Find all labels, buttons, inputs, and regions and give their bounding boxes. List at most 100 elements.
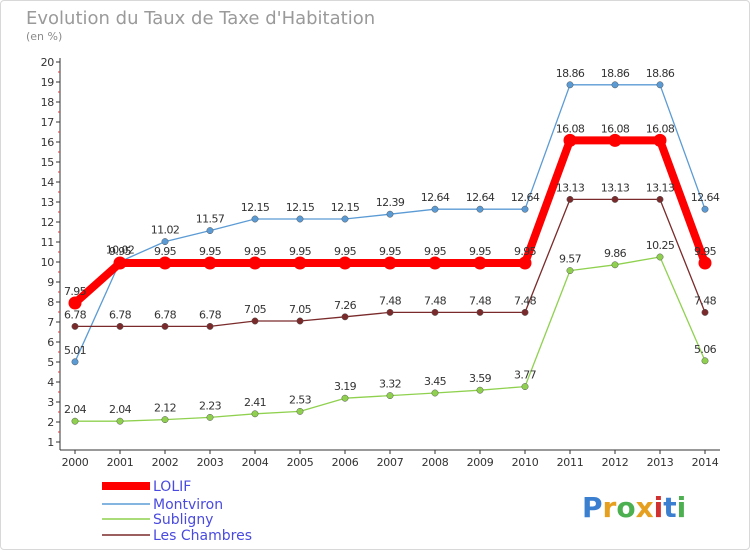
data-label: 3.45 — [424, 375, 447, 388]
proxiti-logo: Proxiti — [582, 491, 686, 524]
x-tick-label: 2000 — [62, 456, 89, 469]
data-label: 9.95 — [244, 245, 267, 258]
x-tick-label: 2005 — [287, 456, 314, 469]
x-tick-label: 2003 — [197, 456, 224, 469]
data-point — [113, 256, 127, 270]
y-tick-label: 4 — [47, 376, 54, 389]
data-label: 9.86 — [604, 247, 627, 260]
data-label: 10.25 — [646, 239, 675, 252]
data-label: 7.95 — [64, 285, 87, 298]
y-tick-label: 2 — [47, 416, 54, 429]
x-tick-label: 2010 — [512, 456, 539, 469]
data-point — [116, 417, 124, 425]
data-point — [566, 195, 574, 203]
data-point — [158, 256, 172, 270]
data-point — [431, 308, 439, 316]
data-point — [248, 256, 262, 270]
data-label: 6.78 — [64, 308, 87, 321]
x-tick-label: 2008 — [422, 456, 449, 469]
data-label: 9.95 — [109, 245, 132, 258]
data-point — [296, 317, 304, 325]
data-point — [701, 308, 709, 316]
data-label: 9.57 — [559, 253, 582, 266]
y-tick-label: 18 — [41, 96, 55, 109]
y-tick-label: 16 — [41, 136, 55, 149]
data-point — [428, 256, 442, 270]
series-line-lolif — [71, 136, 709, 307]
x-tick-label: 2002 — [152, 456, 179, 469]
data-point — [521, 383, 529, 391]
data-point — [386, 210, 394, 218]
data-point — [116, 322, 124, 330]
data-point — [161, 416, 169, 424]
data-label: 7.48 — [694, 294, 717, 307]
series-layer — [68, 81, 712, 425]
chart-title: Evolution du Taux de Taxe d'Habitation — [26, 8, 375, 29]
data-label: 9.95 — [154, 245, 177, 258]
y-tick-label: 19 — [41, 76, 55, 89]
data-label: 13.13 — [646, 181, 675, 194]
data-point — [698, 256, 712, 270]
data-point — [566, 81, 574, 89]
data-point — [296, 215, 304, 223]
data-label: 10.02 — [106, 244, 135, 257]
x-tick-label: 2001 — [107, 456, 134, 469]
data-point — [476, 308, 484, 316]
data-point — [251, 215, 259, 223]
legend-label: Subligny — [153, 512, 213, 528]
data-point — [611, 81, 619, 89]
data-label: 3.59 — [469, 372, 492, 385]
y-tick-label: 9 — [47, 276, 54, 289]
y-tick-label: 1 — [47, 436, 54, 449]
y-tick-label: 7 — [47, 316, 54, 329]
data-point — [293, 256, 307, 270]
x-tick-label: 2013 — [647, 456, 674, 469]
y-tick-label: 14 — [41, 176, 55, 189]
data-label: 3.32 — [379, 378, 401, 391]
data-labels: 7.95 9.95 9.95 9.95 9.95 9.95 9.95 9.95 9.95 9.95… — [64, 67, 720, 416]
data-label: 6.78 — [154, 308, 177, 321]
x-tick-label: 2014 — [692, 456, 719, 469]
data-point — [476, 205, 484, 213]
data-label: 16.08 — [556, 122, 585, 135]
data-label: 9.95 — [379, 245, 402, 258]
data-point — [566, 267, 574, 275]
y-tick-label: 17 — [41, 116, 55, 129]
data-point — [611, 261, 619, 269]
data-label: 2.53 — [289, 393, 312, 406]
data-label: 7.48 — [424, 294, 447, 307]
legend-label: Les Chambres — [153, 528, 252, 544]
data-label: 11.02 — [151, 224, 180, 237]
data-point — [68, 296, 82, 310]
data-point — [653, 133, 667, 147]
logo-text: Proxiti — [582, 491, 686, 524]
data-label: 7.26 — [334, 299, 357, 312]
data-label: 7.48 — [514, 294, 537, 307]
data-point — [203, 256, 217, 270]
data-label: 11.57 — [196, 213, 225, 226]
data-label: 18.86 — [556, 67, 585, 80]
data-point — [341, 394, 349, 402]
data-label: 7.48 — [379, 294, 402, 307]
data-label: 13.13 — [556, 181, 585, 194]
data-point — [341, 313, 349, 321]
y-tick-label: 12 — [41, 216, 54, 229]
data-point — [518, 256, 532, 270]
data-point — [611, 195, 619, 203]
data-point — [206, 322, 214, 330]
data-label: 5.06 — [694, 343, 717, 356]
x-tick-label: 2006 — [332, 456, 359, 469]
data-point — [296, 407, 304, 415]
legend-label: LOLIF — [153, 479, 191, 495]
data-label: 16.08 — [601, 122, 630, 135]
legend-label: Montviron — [153, 497, 223, 513]
data-point — [341, 215, 349, 223]
data-label: 12.39 — [376, 196, 405, 209]
y-tick-label: 10 — [41, 256, 55, 269]
data-label: 18.86 — [646, 67, 675, 80]
data-label: 18.86 — [601, 67, 630, 80]
chart-subtitle: (en %) — [26, 30, 62, 43]
data-label: 2.04 — [64, 403, 87, 416]
data-point — [206, 227, 214, 235]
